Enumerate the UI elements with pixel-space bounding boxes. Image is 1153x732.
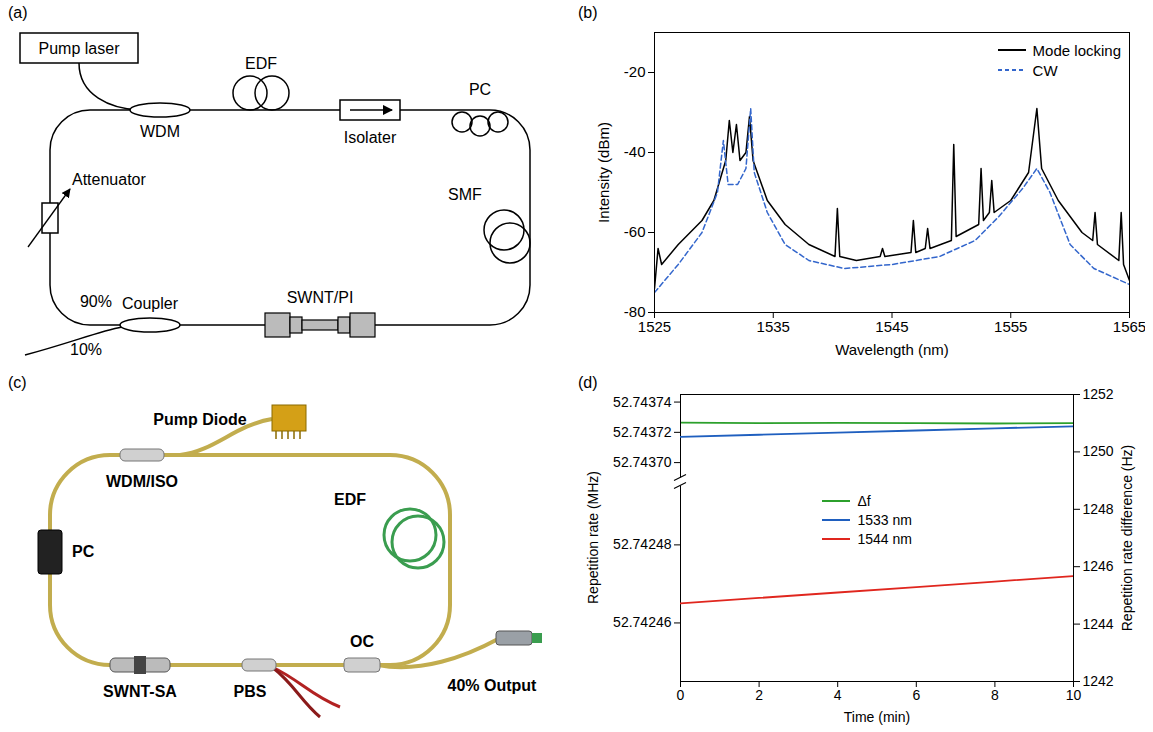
svg-text:Coupler: Coupler: [122, 295, 179, 312]
svg-text:10: 10: [1066, 687, 1082, 703]
svg-text:8: 8: [991, 687, 999, 703]
svg-text:Attenuator: Attenuator: [72, 171, 147, 188]
svg-text:-40: -40: [624, 143, 646, 160]
svg-text:PC: PC: [72, 543, 95, 560]
svg-text:1545: 1545: [875, 318, 908, 335]
svg-text:90%: 90%: [80, 293, 112, 310]
svg-text:52.74372: 52.74372: [613, 424, 672, 440]
svg-text:0: 0: [677, 687, 685, 703]
svg-text:SMF: SMF: [448, 186, 482, 203]
svg-text:EDF: EDF: [245, 55, 277, 72]
svg-text:Intensity (dBm): Intensity (dBm): [595, 122, 612, 223]
svg-text:OC: OC: [350, 633, 374, 650]
html-text:1533 nm: 1533 nm: [857, 512, 912, 529]
svg-text:1246: 1246: [1083, 558, 1114, 574]
html-text:Δf: Δf: [857, 493, 871, 510]
svg-text:1244: 1244: [1083, 616, 1114, 632]
html-text:Mode locking: Mode locking: [1032, 41, 1121, 59]
svg-text:6: 6: [912, 687, 920, 703]
svg-text:40% Output: 40% Output: [448, 677, 538, 694]
svg-text:1525: 1525: [638, 318, 671, 335]
svg-text:2: 2: [755, 687, 763, 703]
svg-text:1250: 1250: [1083, 443, 1114, 459]
html-text:(c): (c): [8, 374, 27, 391]
svg-text:1242: 1242: [1083, 673, 1114, 689]
html-text:(a): (a): [8, 4, 28, 21]
svg-text:1555: 1555: [994, 318, 1027, 335]
svg-text:PBS: PBS: [234, 683, 267, 700]
svg-text:52.74370: 52.74370: [613, 454, 672, 470]
svg-text:SWNT-SA: SWNT-SA: [103, 683, 177, 700]
svg-text:SWNT/PI: SWNT/PI: [287, 289, 354, 306]
svg-text:Repetition rate (MHz): Repetition rate (MHz): [585, 471, 601, 604]
html-text:CW: CW: [1032, 61, 1058, 79]
html-text:1544 nm: 1544 nm: [857, 531, 912, 548]
svg-text:Time (min): Time (min): [844, 709, 910, 725]
svg-text:52.74374: 52.74374: [613, 394, 672, 410]
svg-text:1248: 1248: [1083, 501, 1114, 517]
svg-text:10%: 10%: [70, 341, 102, 358]
svg-text:Repetition rate difference (Hz: Repetition rate difference (Hz): [1119, 445, 1135, 632]
svg-text:-60: -60: [624, 223, 646, 240]
svg-text:WDM/ISO: WDM/ISO: [106, 473, 178, 490]
svg-text:PC: PC: [469, 81, 491, 98]
svg-text:1565: 1565: [1113, 318, 1145, 335]
svg-text:Pump laser: Pump laser: [39, 40, 121, 57]
svg-text:52.74248: 52.74248: [613, 536, 672, 552]
html-text:(b): (b): [578, 4, 598, 21]
svg-text:52.74246: 52.74246: [613, 614, 672, 630]
svg-text:EDF: EDF: [334, 491, 366, 508]
svg-text:4: 4: [834, 687, 842, 703]
svg-text:-80: -80: [623, 303, 646, 321]
svg-text:1535: 1535: [757, 318, 790, 335]
svg-text:WDM: WDM: [140, 123, 180, 140]
html-text:(d): (d): [578, 374, 598, 391]
svg-text:Wavelength (nm): Wavelength (nm): [835, 341, 949, 358]
svg-text:Pump Diode: Pump Diode: [153, 411, 246, 428]
svg-text:1252: 1252: [1083, 386, 1114, 402]
svg-text:-20: -20: [624, 63, 646, 80]
svg-text:Isolater: Isolater: [344, 129, 397, 146]
